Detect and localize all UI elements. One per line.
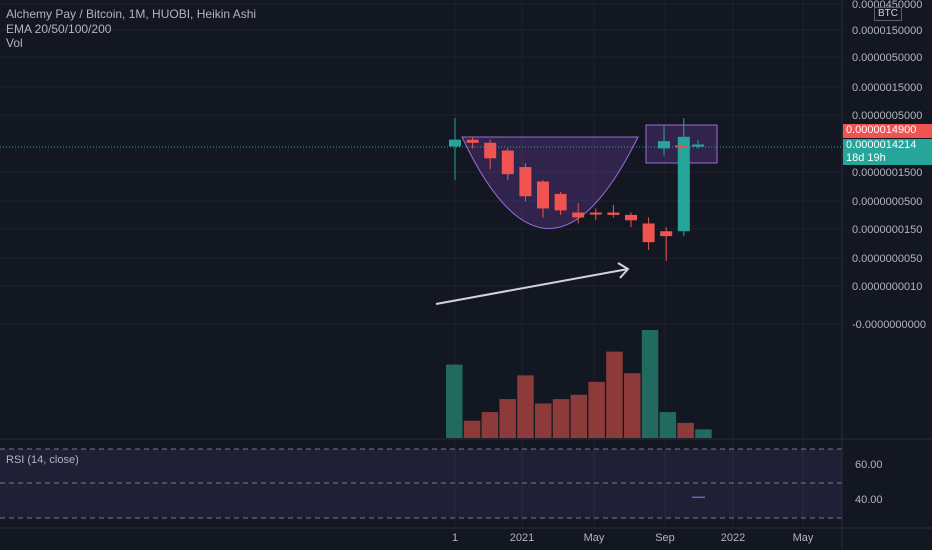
- time-tick-label: May: [793, 532, 814, 544]
- price-tick-label: 0.0000150000: [852, 25, 922, 37]
- volume-bar: [446, 364, 463, 438]
- volume-bars: [446, 330, 712, 438]
- grid: [0, 0, 842, 528]
- current-price-tag: 0.0000014214 18d 19h: [843, 139, 932, 165]
- volume-bar: [677, 422, 694, 438]
- candle-body: [607, 212, 620, 215]
- volume-bar: [463, 420, 481, 438]
- price-unit-badge[interactable]: BTC: [874, 7, 902, 21]
- volume-bar: [588, 381, 605, 438]
- candle-body: [519, 167, 532, 197]
- trend-arrow-line: [435, 268, 629, 305]
- price-tick-label: 0.0000001500: [852, 167, 922, 179]
- time-tick-label: 1: [452, 532, 458, 544]
- volume-bar: [624, 373, 641, 438]
- candle-body: [449, 139, 461, 147]
- rsi-indicator-label[interactable]: RSI (14, close): [6, 454, 79, 466]
- volume-bar: [570, 394, 588, 438]
- price-tick-label: 0.0000050000: [852, 52, 922, 64]
- volume-bar: [481, 412, 499, 438]
- candle-body: [692, 144, 704, 147]
- candle-body: [484, 142, 497, 159]
- candle-body: [625, 214, 637, 221]
- current-price-value: 0.0000014214: [846, 139, 917, 151]
- annotations: [0, 146, 842, 305]
- price-tick-label: 0.0000005000: [852, 110, 922, 122]
- chart-legend: Alchemy Pay / Bitcoin, 1M, HUOBI, Heikin…: [6, 7, 256, 51]
- volume-bar: [535, 403, 552, 438]
- last-price-value: 0.0000014900: [846, 124, 917, 136]
- candle-body: [537, 181, 549, 209]
- time-tick-label: May: [584, 532, 605, 544]
- volume-bar: [606, 351, 623, 438]
- price-tick-label: 0.0000450000: [852, 0, 922, 11]
- rsi-upper-label: 60.00: [855, 459, 883, 471]
- price-tick-label: -0.0000000000: [852, 319, 926, 331]
- candle-body: [572, 212, 585, 218]
- time-tick-label: Sep: [655, 532, 675, 544]
- ema-indicator-label[interactable]: EMA 20/50/100/200: [6, 21, 112, 36]
- symbol-title[interactable]: Alchemy Pay / Bitcoin, 1M, HUOBI, Heikin…: [6, 7, 257, 21]
- rsi-pane: 60.00 40.00: [0, 448, 883, 519]
- time-tick-label: 2022: [721, 532, 745, 544]
- volume-bar: [695, 429, 712, 438]
- candle-body: [466, 139, 479, 143]
- candle-body: [660, 231, 673, 237]
- candles: [449, 118, 704, 261]
- candle-body: [642, 223, 655, 243]
- price-tick-label: 0.0000000010: [852, 281, 922, 293]
- price-tick-label: 0.0000000050: [852, 253, 922, 265]
- volume-bar: [517, 375, 534, 438]
- price-tick-label: 0.0000015000: [852, 82, 922, 94]
- candle-body: [501, 150, 514, 175]
- trend-arrow-head: [617, 262, 630, 279]
- volume-bar: [659, 412, 677, 438]
- candle-body: [675, 145, 687, 148]
- price-tick-label: 0.0000000500: [852, 196, 922, 208]
- rsi-lower-label: 40.00: [855, 494, 883, 506]
- candle-body: [554, 193, 567, 211]
- volume-bar: [552, 399, 570, 438]
- price-tick-label: 0.0000000150: [852, 224, 922, 236]
- candle-body: [658, 141, 670, 149]
- volume-indicator-label[interactable]: Vol: [6, 36, 23, 50]
- time-tick-label: 2021: [510, 532, 534, 544]
- last-price-tag: 0.0000014900: [843, 124, 932, 138]
- candle-body: [677, 136, 690, 232]
- bar-countdown: 18d 19h: [846, 152, 886, 164]
- volume-bar: [641, 330, 659, 438]
- volume-bar: [499, 399, 516, 438]
- rsi-band: [0, 449, 842, 518]
- candle-body: [589, 212, 602, 215]
